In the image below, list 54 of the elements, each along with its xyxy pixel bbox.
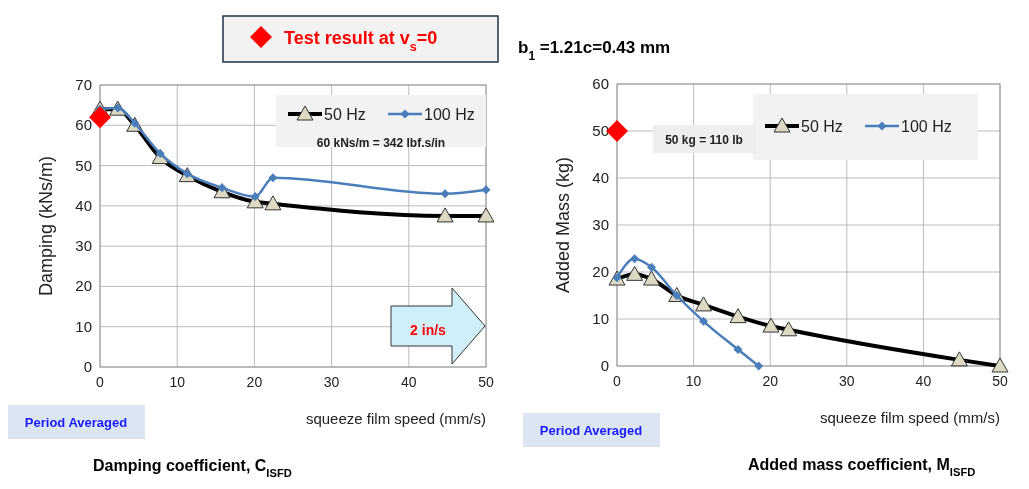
x-tick-label: 10 bbox=[169, 374, 186, 390]
point bbox=[250, 192, 260, 202]
legend-label: 100 Hz bbox=[901, 118, 952, 135]
point bbox=[630, 254, 640, 264]
text: Damping coefficient, C$_{ISFD}$ bbox=[93, 457, 292, 479]
x-tick-label: 20 bbox=[762, 373, 779, 389]
point bbox=[268, 173, 278, 183]
x-tick-label: 30 bbox=[323, 374, 340, 390]
text: Added mass coefficient, M$_{ISFD}$ bbox=[748, 456, 976, 478]
point bbox=[606, 120, 628, 142]
point bbox=[481, 185, 491, 195]
y-tick-label: 0 bbox=[600, 357, 609, 374]
legend-label: Test result at v$_{s}$=0 bbox=[284, 28, 438, 54]
x-axis-title: squeeze film speed (mm/s) bbox=[819, 409, 1000, 426]
legend-label: 50 Hz bbox=[324, 106, 366, 123]
x-tick-label: 40 bbox=[401, 374, 417, 390]
y-tick-label: 30 bbox=[75, 237, 92, 255]
point bbox=[646, 262, 656, 272]
y-tick-label: 40 bbox=[592, 169, 609, 186]
x-tick-label: 10 bbox=[685, 373, 702, 389]
x-tick-label: 40 bbox=[915, 373, 932, 389]
text: Period Averaged bbox=[539, 423, 643, 438]
legend-label: 50 Hz bbox=[801, 118, 843, 135]
y-axis-title: Damping (kNs/m) bbox=[36, 155, 56, 297]
x-tick-label: 50 bbox=[992, 373, 1008, 389]
y-tick-label: 70 bbox=[75, 76, 92, 93]
y-tick-label: 10 bbox=[75, 317, 92, 335]
y-tick-label: 20 bbox=[592, 263, 609, 280]
y-tick-label: 0 bbox=[83, 358, 92, 375]
x-axis-title: squeeze film speed (mm/s) bbox=[305, 410, 486, 427]
point bbox=[699, 316, 709, 326]
x-tick-label: 50 bbox=[478, 374, 494, 390]
y-tick-label: 50 bbox=[592, 122, 609, 139]
y-tick-label: 30 bbox=[592, 216, 609, 233]
text: Period Averaged bbox=[24, 415, 128, 430]
x-tick-label: 0 bbox=[613, 373, 622, 389]
y-tick-label: 40 bbox=[75, 196, 92, 214]
annotation: 2 in/s bbox=[410, 322, 447, 338]
y-tick-label: 10 bbox=[592, 310, 609, 327]
y-tick-label: 50 bbox=[75, 156, 92, 174]
point bbox=[440, 189, 450, 199]
text: b$_{1}$ =1.21c=0.43 mm bbox=[518, 38, 671, 63]
annotation: 60 kNs/m = 342 lbf.s/in bbox=[316, 136, 446, 150]
annotation: 50 kg = 110 lb bbox=[665, 133, 743, 147]
y-tick-label: 60 bbox=[592, 75, 609, 92]
point bbox=[754, 361, 764, 371]
y-tick-label: 20 bbox=[75, 277, 92, 295]
x-tick-label: 0 bbox=[96, 374, 105, 390]
y-axis-title: Added Mass (kg) bbox=[553, 156, 573, 294]
point bbox=[733, 345, 743, 355]
y-tick-label: 60 bbox=[75, 116, 92, 134]
x-tick-label: 30 bbox=[839, 373, 855, 389]
x-tick-label: 20 bbox=[246, 374, 263, 390]
legend-label: 100 Hz bbox=[424, 106, 475, 123]
